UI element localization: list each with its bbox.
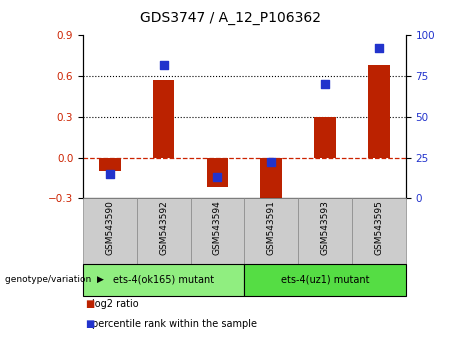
Point xyxy=(375,46,383,51)
Point xyxy=(160,62,167,68)
Bar xyxy=(314,117,336,158)
Point xyxy=(321,81,329,87)
Text: GSM543591: GSM543591 xyxy=(267,200,276,255)
Text: ■: ■ xyxy=(85,319,95,329)
Text: GSM543590: GSM543590 xyxy=(106,200,114,255)
Text: GDS3747 / A_12_P106362: GDS3747 / A_12_P106362 xyxy=(140,11,321,25)
Point xyxy=(267,160,275,165)
Point xyxy=(214,174,221,180)
Text: ets-4(ok165) mutant: ets-4(ok165) mutant xyxy=(113,275,214,285)
Text: ets-4(uz1) mutant: ets-4(uz1) mutant xyxy=(281,275,369,285)
Text: GSM543592: GSM543592 xyxy=(159,200,168,255)
Bar xyxy=(207,158,228,187)
Bar xyxy=(99,158,121,171)
Text: log2 ratio: log2 ratio xyxy=(92,299,139,309)
Bar xyxy=(368,65,390,158)
Text: genotype/variation  ▶: genotype/variation ▶ xyxy=(5,275,103,284)
Bar xyxy=(153,80,174,158)
Text: percentile rank within the sample: percentile rank within the sample xyxy=(92,319,257,329)
Text: GSM543593: GSM543593 xyxy=(320,200,330,255)
Point xyxy=(106,171,113,177)
Bar xyxy=(260,158,282,204)
Text: GSM543595: GSM543595 xyxy=(374,200,383,255)
Text: GSM543594: GSM543594 xyxy=(213,200,222,255)
Text: ■: ■ xyxy=(85,299,95,309)
